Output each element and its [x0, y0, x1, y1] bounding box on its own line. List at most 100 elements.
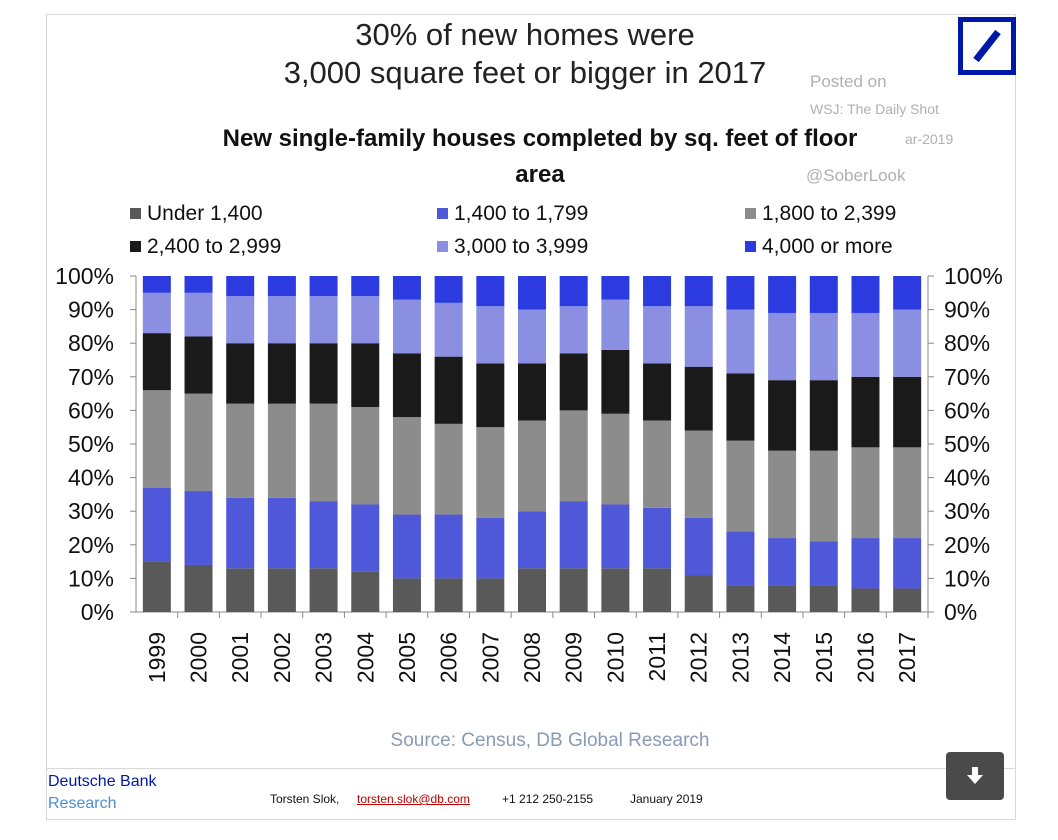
bar-segment	[768, 450, 797, 539]
download-button[interactable]	[946, 752, 1004, 800]
y-tick-label-right: 100%	[944, 263, 1003, 289]
y-tick-label-right: 30%	[944, 498, 990, 524]
bar-segment	[684, 575, 713, 612]
bar-segment	[434, 302, 463, 357]
y-tick-label-left: 20%	[68, 532, 114, 558]
bar-segment	[226, 343, 255, 404]
bar-segment	[559, 410, 588, 502]
legend-swatch	[437, 241, 448, 252]
y-tick-label-right: 60%	[944, 397, 990, 423]
bar-segment	[434, 514, 463, 579]
x-tick-label: 2011	[644, 632, 670, 681]
bar-segment	[726, 373, 755, 441]
x-tick-label: 1999	[144, 632, 170, 683]
bar-segment	[684, 517, 713, 576]
bar-segment	[643, 568, 672, 612]
bar-segment	[184, 292, 213, 337]
footer-date: January 2019	[630, 792, 703, 806]
bar-segment	[518, 420, 546, 512]
x-tick-label: 2007	[477, 632, 503, 683]
bar-segment	[559, 501, 588, 569]
footer-divider	[46, 768, 1016, 769]
bar-segment	[184, 276, 213, 293]
bar-segment	[851, 376, 880, 448]
bar-segment	[351, 343, 380, 408]
bar-segment	[893, 309, 922, 377]
bar-segment	[518, 568, 546, 612]
bar-segment	[309, 296, 338, 344]
legend-label: 1,800 to 2,399	[762, 202, 897, 225]
legend-item-4000-more: 4,000 or more	[745, 235, 893, 259]
footer-phone: +1 212 250-2155	[502, 792, 594, 806]
y-tick-label-left: 0%	[81, 599, 114, 625]
bar-segment	[351, 571, 380, 612]
brand-division: Research	[48, 795, 117, 812]
bar-segment	[518, 276, 546, 310]
bar-segment	[518, 363, 546, 421]
bar-segment	[851, 312, 880, 377]
x-tick-label: 2014	[769, 632, 795, 683]
bar-segment	[267, 343, 296, 404]
bar-segment	[351, 296, 380, 344]
bar-segment	[226, 296, 255, 344]
chart-title-line-2: area	[515, 161, 565, 188]
legend-swatch	[130, 241, 141, 252]
legend-label: 2,400 to 2,999	[147, 235, 282, 258]
bar-segment	[893, 376, 922, 448]
bar-segment	[768, 276, 797, 313]
footer-email-link[interactable]: torsten.slok@db.com	[357, 792, 470, 806]
bar-segment	[267, 568, 296, 612]
legend-label: Under 1,400	[147, 202, 263, 225]
bar-segment	[476, 306, 505, 364]
y-tick-label-left: 50%	[68, 431, 114, 457]
bar-segment	[809, 585, 838, 612]
bar-segment	[726, 276, 755, 310]
bar-segment	[684, 276, 713, 307]
bar-segment	[184, 491, 213, 565]
x-tick-label: 2010	[602, 632, 628, 683]
bar-segment	[601, 504, 630, 569]
bar-segment	[684, 366, 713, 431]
bar-segment	[601, 413, 630, 505]
x-tick-label: 2008	[519, 632, 545, 683]
bar-segment	[226, 497, 255, 569]
y-tick-label-left: 30%	[68, 498, 114, 524]
bar-segment	[684, 430, 713, 518]
y-tick-label-right: 80%	[944, 330, 990, 356]
bar-segment	[684, 306, 713, 367]
bar-segment	[768, 312, 797, 381]
y-tick-label-right: 50%	[944, 431, 990, 457]
headline-line-1: 30% of new homes were	[355, 17, 695, 52]
y-tick-label-left: 90%	[68, 297, 114, 323]
y-tick-label-right: 40%	[944, 465, 990, 491]
x-tick-label: 2012	[686, 632, 712, 683]
y-tick-label-right: 10%	[944, 565, 990, 591]
bar-segment	[643, 507, 672, 569]
bar-segment	[309, 276, 338, 297]
download-arrow-icon	[967, 767, 983, 784]
bar-segment	[809, 276, 838, 313]
x-tick-label: 2017	[894, 632, 920, 683]
y-tick-label-left: 70%	[68, 364, 114, 390]
watermark-outlet: WSJ: The Daily Shot	[810, 101, 939, 117]
x-tick-label: 2005	[394, 632, 420, 683]
bar-segment	[893, 588, 922, 612]
y-tick-label-right: 70%	[944, 364, 990, 390]
bar-segment	[518, 309, 546, 364]
y-tick-label-left: 60%	[68, 397, 114, 423]
bar-segment	[851, 276, 880, 313]
legend-item-under-1400: Under 1,400	[130, 202, 263, 226]
x-tick-label: 2015	[811, 632, 837, 683]
bar-segment	[809, 541, 838, 586]
bar-segment	[768, 538, 797, 586]
legend-swatch	[437, 208, 448, 219]
bar-segment	[643, 420, 672, 508]
bar-segment	[392, 353, 421, 418]
bar-segment	[392, 514, 421, 579]
bar-segment	[267, 296, 296, 344]
bar-segment	[434, 276, 463, 303]
bar-segment	[809, 450, 838, 542]
bar-segment	[142, 487, 171, 562]
legend-item-2400-2999: 2,400 to 2,999	[130, 235, 281, 259]
bar-segment	[851, 538, 880, 589]
